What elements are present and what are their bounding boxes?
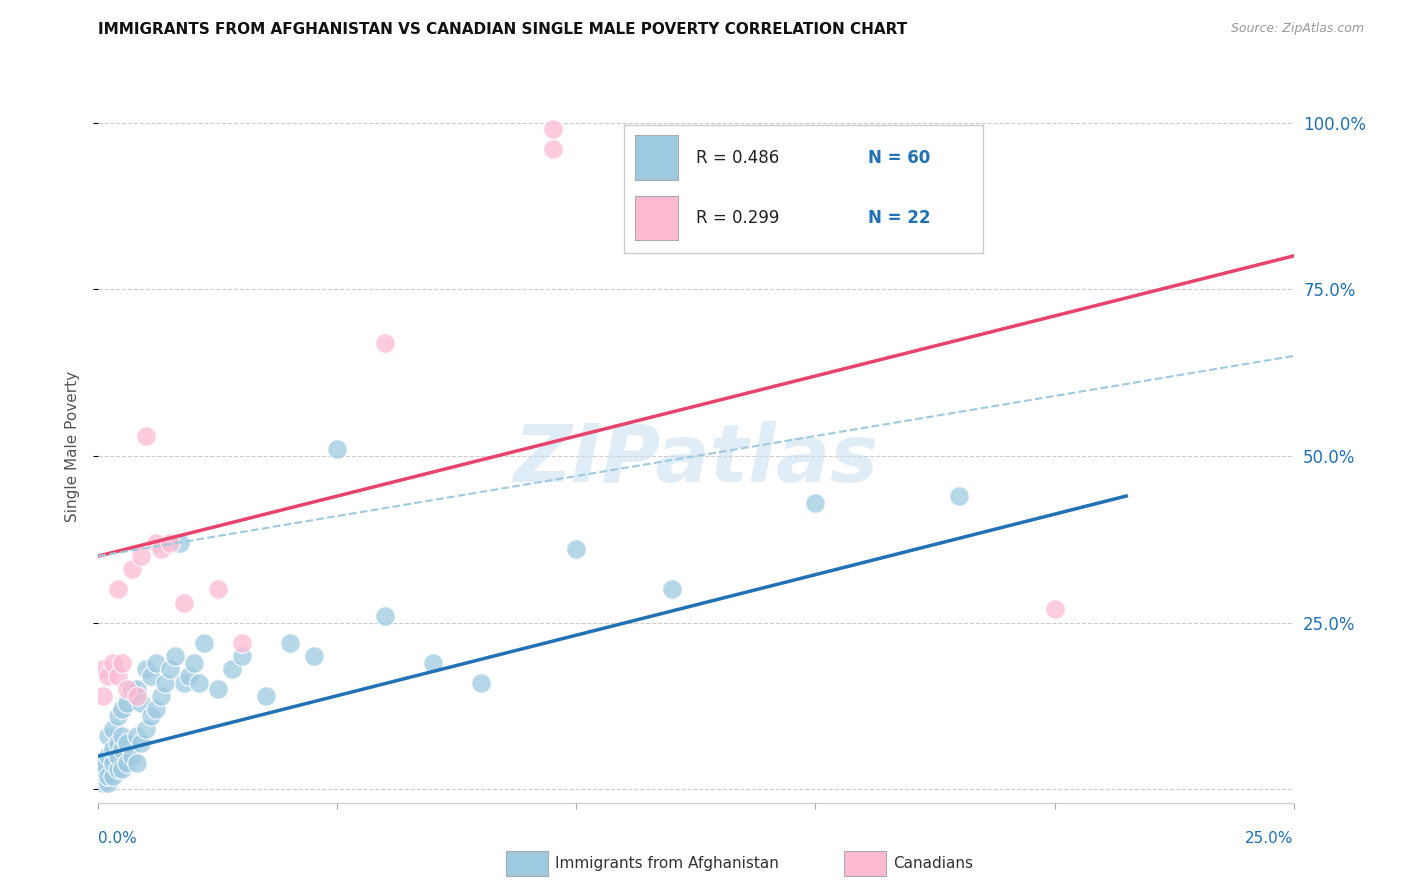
Point — [91, 776, 114, 790]
Point — [207, 682, 229, 697]
Point — [91, 662, 114, 676]
Point — [804, 496, 827, 510]
Point — [231, 636, 253, 650]
Point — [1043, 602, 1066, 616]
Point — [131, 736, 153, 750]
Text: Canadians: Canadians — [893, 856, 973, 871]
Point — [107, 736, 129, 750]
Point — [159, 535, 181, 549]
Point — [97, 729, 120, 743]
Point — [661, 582, 683, 597]
Text: ZIPatlas: ZIPatlas — [513, 421, 879, 500]
Point — [97, 749, 120, 764]
Point — [107, 582, 129, 597]
Point — [121, 682, 143, 697]
Point — [948, 489, 970, 503]
Text: N = 22: N = 22 — [868, 209, 931, 227]
Point — [149, 689, 172, 703]
Point — [149, 542, 172, 557]
Point — [131, 549, 153, 563]
Point — [193, 636, 215, 650]
Text: Source: ZipAtlas.com: Source: ZipAtlas.com — [1230, 22, 1364, 36]
Point — [155, 675, 177, 690]
Point — [470, 675, 492, 690]
Point — [207, 582, 229, 597]
Point — [125, 756, 148, 770]
Point — [111, 742, 134, 756]
Y-axis label: Single Male Poverty: Single Male Poverty — [65, 370, 80, 522]
Point — [139, 669, 162, 683]
Point — [278, 636, 301, 650]
Point — [131, 696, 153, 710]
Point — [91, 689, 114, 703]
Point — [183, 656, 205, 670]
Point — [374, 609, 396, 624]
Point — [111, 729, 134, 743]
Point — [565, 542, 588, 557]
Point — [107, 749, 129, 764]
Point — [173, 675, 195, 690]
Point — [121, 562, 143, 576]
Point — [101, 723, 124, 737]
Point — [111, 656, 134, 670]
Point — [115, 756, 138, 770]
Point — [145, 535, 167, 549]
Bar — [636, 195, 678, 241]
Point — [231, 649, 253, 664]
Point — [139, 709, 162, 723]
Point — [125, 729, 148, 743]
Point — [163, 649, 186, 664]
Point — [326, 442, 349, 457]
Point — [115, 736, 138, 750]
Text: R = 0.486: R = 0.486 — [696, 149, 779, 167]
Text: 25.0%: 25.0% — [1246, 831, 1294, 847]
Point — [107, 669, 129, 683]
Point — [187, 675, 209, 690]
Point — [111, 763, 134, 777]
Point — [422, 656, 444, 670]
Point — [135, 429, 157, 443]
Point — [179, 669, 201, 683]
Point — [374, 335, 396, 350]
Point — [101, 756, 124, 770]
Point — [111, 702, 134, 716]
Point — [107, 763, 129, 777]
Point — [221, 662, 243, 676]
Point — [302, 649, 325, 664]
Point — [145, 702, 167, 716]
Text: 0.0%: 0.0% — [98, 831, 138, 847]
Text: R = 0.299: R = 0.299 — [696, 209, 779, 227]
Text: Immigrants from Afghanistan: Immigrants from Afghanistan — [555, 856, 779, 871]
Point — [125, 689, 148, 703]
Point — [97, 769, 120, 783]
Point — [107, 709, 129, 723]
Point — [97, 669, 120, 683]
Text: N = 60: N = 60 — [868, 149, 931, 167]
Point — [91, 769, 114, 783]
Point — [91, 763, 114, 777]
Bar — [636, 136, 678, 180]
Point — [101, 656, 124, 670]
Point — [135, 662, 157, 676]
Point — [135, 723, 157, 737]
Point — [541, 122, 564, 136]
Point — [115, 696, 138, 710]
Point — [254, 689, 277, 703]
Point — [159, 662, 181, 676]
Point — [101, 769, 124, 783]
Point — [125, 682, 148, 697]
Point — [169, 535, 191, 549]
Point — [145, 656, 167, 670]
Point — [115, 682, 138, 697]
Point — [91, 756, 114, 770]
Point — [101, 742, 124, 756]
Point — [541, 142, 564, 156]
Point — [173, 596, 195, 610]
Text: IMMIGRANTS FROM AFGHANISTAN VS CANADIAN SINGLE MALE POVERTY CORRELATION CHART: IMMIGRANTS FROM AFGHANISTAN VS CANADIAN … — [98, 22, 908, 37]
Point — [97, 776, 120, 790]
Point — [121, 749, 143, 764]
